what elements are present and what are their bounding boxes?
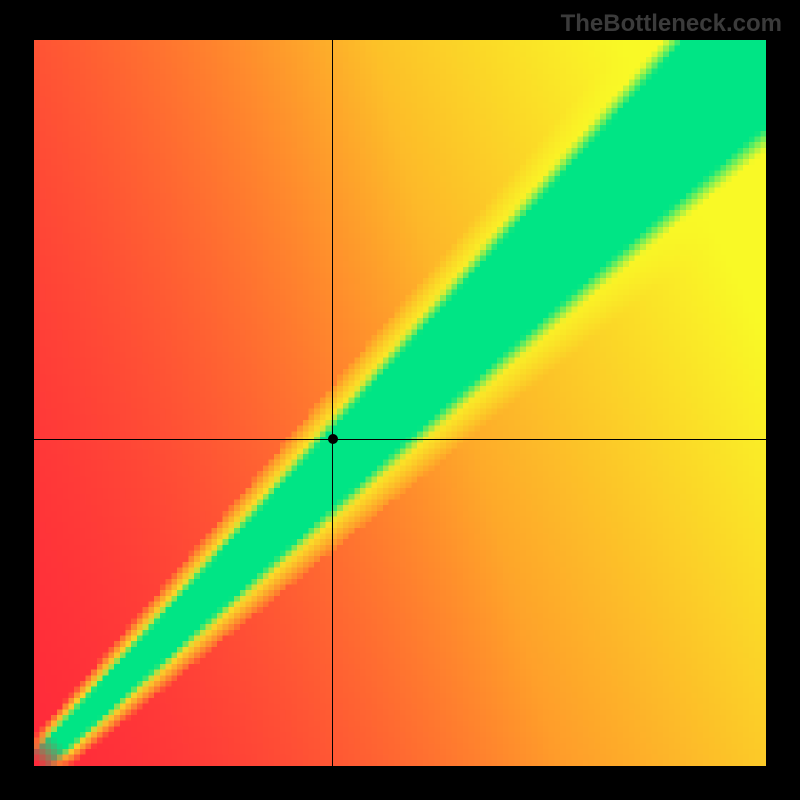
heatmap-canvas: [34, 40, 766, 766]
crosshair-vertical: [332, 40, 333, 766]
data-point-marker: [328, 434, 338, 444]
watermark-text: TheBottleneck.com: [561, 10, 782, 38]
plot-area: [34, 40, 766, 766]
crosshair-horizontal: [34, 439, 766, 440]
